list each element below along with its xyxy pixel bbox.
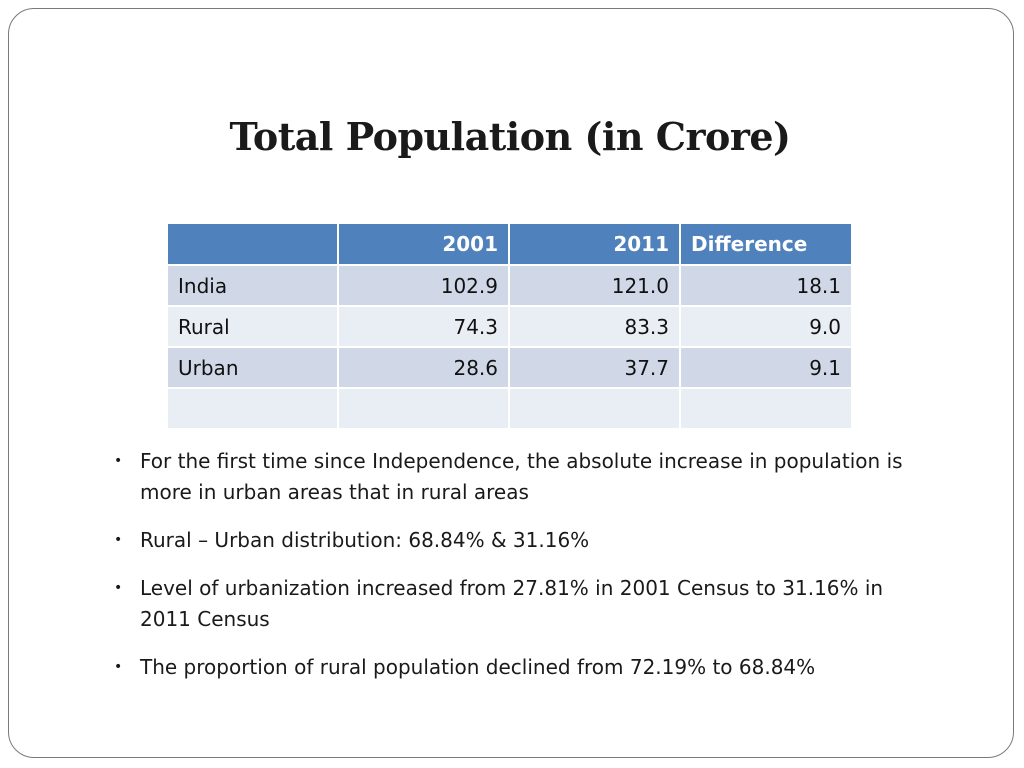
table-row — [168, 388, 851, 430]
cell-difference: 18.1 — [680, 265, 851, 307]
bullet-marker: • — [114, 580, 123, 596]
cell-difference: 9.0 — [680, 306, 851, 348]
cell-2001: 28.6 — [338, 347, 510, 389]
cell-2001: 102.9 — [338, 265, 510, 307]
cell-2011 — [509, 388, 681, 430]
row-label: India — [168, 265, 339, 307]
bullet-text: Level of urbanization increased from 27.… — [140, 576, 884, 631]
table-header-row: 2001 2011 Difference — [168, 224, 851, 266]
row-label: Urban — [168, 347, 339, 389]
cell-2011: 121.0 — [509, 265, 681, 307]
cell-difference: 9.1 — [680, 347, 851, 389]
cell-2011: 37.7 — [509, 347, 681, 389]
bullet-text: For the first time since Independence, t… — [140, 449, 903, 504]
bullet-item: • For the first time since Independence,… — [112, 446, 932, 508]
table-row: Rural 74.3 83.3 9.0 — [168, 306, 851, 348]
table-row: India 102.9 121.0 18.1 — [168, 265, 851, 307]
bullet-marker: • — [114, 659, 123, 675]
bullet-text: The proportion of rural population decli… — [140, 655, 816, 679]
header-2011: 2011 — [509, 224, 681, 266]
cell-difference — [680, 388, 851, 430]
header-difference: Difference — [680, 224, 851, 266]
bullet-item: • The proportion of rural population dec… — [112, 652, 932, 683]
header-2001: 2001 — [338, 224, 510, 266]
bullet-list: • For the first time since Independence,… — [112, 446, 932, 700]
bullet-marker: • — [114, 453, 123, 469]
header-empty — [168, 224, 339, 266]
cell-2001 — [338, 388, 510, 430]
bullet-text: Rural – Urban distribution: 68.84% & 31.… — [140, 528, 590, 552]
row-label — [168, 388, 339, 430]
bullet-item: • Rural – Urban distribution: 68.84% & 3… — [112, 525, 932, 556]
slide-title: Total Population (in Crore) — [229, 114, 791, 159]
slide-frame — [8, 8, 1014, 758]
row-label: Rural — [168, 306, 339, 348]
bullet-item: • Level of urbanization increased from 2… — [112, 573, 932, 635]
cell-2011: 83.3 — [509, 306, 681, 348]
population-table: 2001 2011 Difference India 102.9 121.0 1… — [168, 224, 851, 430]
table-row: Urban 28.6 37.7 9.1 — [168, 347, 851, 389]
cell-2001: 74.3 — [338, 306, 510, 348]
bullet-marker: • — [114, 532, 123, 548]
